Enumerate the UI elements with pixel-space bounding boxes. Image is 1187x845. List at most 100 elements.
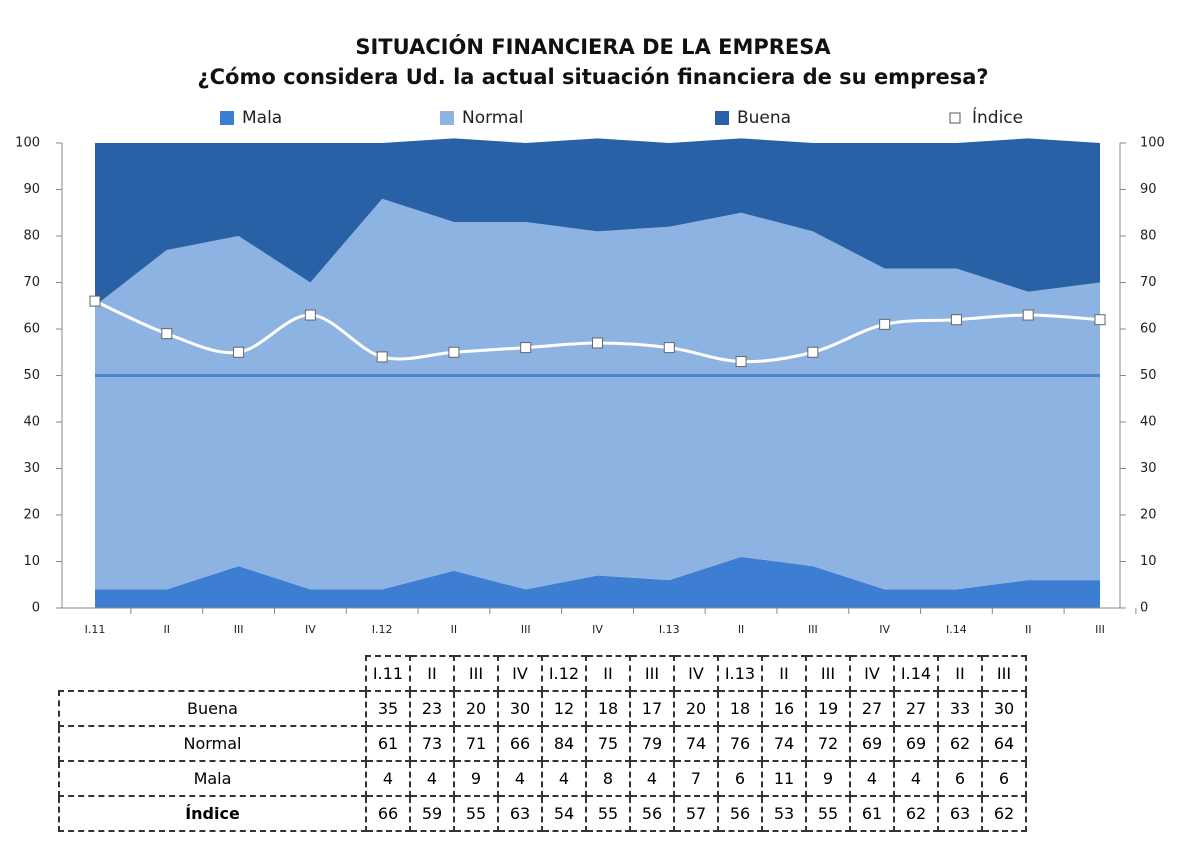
index-marker <box>304 309 316 321</box>
table-cell: 8 <box>585 760 631 797</box>
table-header-cell: III <box>453 655 499 692</box>
table-cell: 4 <box>365 760 411 797</box>
legend-swatch <box>715 111 729 125</box>
table-cell: 69 <box>893 725 939 762</box>
table-cell: 9 <box>805 760 851 797</box>
table-cell: 54 <box>541 795 587 832</box>
index-marker <box>735 356 747 368</box>
index-marker <box>520 342 532 354</box>
table-cell: 18 <box>717 690 763 727</box>
y2-tick-label: 70 <box>1140 275 1157 290</box>
table-cell: 53 <box>761 795 807 832</box>
y2-tick-label: 30 <box>1140 461 1157 476</box>
table-cell: 6 <box>981 760 1027 797</box>
legend-label: Buena <box>737 108 791 128</box>
table-cell: 74 <box>761 725 807 762</box>
table-row: Mala 4 4 9 4 4 8 4 7 6 11 9 4 4 6 6 <box>58 760 1027 797</box>
table-header-cell: I.14 <box>893 655 939 692</box>
table-header-cell: IV <box>497 655 543 692</box>
table-header-cell: II <box>761 655 807 692</box>
x-tick-label: I.11 <box>85 623 106 636</box>
chart-title-block: SITUACIÓN FINANCIERA DE LA EMPRESA ¿Cómo… <box>183 32 1003 92</box>
index-marker <box>89 295 101 307</box>
table-header-cell: IV <box>673 655 719 692</box>
table-cell: 61 <box>849 795 895 832</box>
table-cell: 84 <box>541 725 587 762</box>
table-cell: 6 <box>717 760 763 797</box>
y2-tick-label: 80 <box>1140 229 1157 244</box>
table-cell: 73 <box>409 725 455 762</box>
table-row-label: Normal <box>58 725 367 762</box>
table-cell: 6 <box>937 760 983 797</box>
table-header-cell: I.11 <box>365 655 411 692</box>
y-tick-label: 80 <box>23 229 40 244</box>
table-cell: 75 <box>585 725 631 762</box>
chart-subtitle: ¿Cómo considera Ud. la actual situación … <box>197 65 989 89</box>
table-row: Normal 61 73 71 66 84 75 79 74 76 74 72 69 69 62 64 <box>58 725 1027 762</box>
table-header-cell: II <box>585 655 631 692</box>
table-cell: 79 <box>629 725 675 762</box>
y-tick-label: 40 <box>23 415 40 430</box>
table-cell: 18 <box>585 690 631 727</box>
legend-label: Índice <box>972 106 1023 128</box>
table-cell: 27 <box>893 690 939 727</box>
x-tick-label: IV <box>592 623 603 636</box>
index-marker <box>663 342 675 354</box>
index-marker <box>1022 309 1034 321</box>
y-tick-label: 0 <box>32 601 40 616</box>
table-header-cell: IV <box>849 655 895 692</box>
y-tick-label: 70 <box>23 275 40 290</box>
table-header-row: I.11 II III IV I.12 II III IV I.13 II III IV I.14 II I… <box>59 655 1027 692</box>
x-tick-label: II <box>1025 623 1032 636</box>
table-cell: 16 <box>761 690 807 727</box>
table-cell: 4 <box>849 760 895 797</box>
table-cell: 63 <box>937 795 983 832</box>
area <box>95 556 1100 608</box>
y2-tick-label: 60 <box>1140 322 1157 337</box>
x-tick-label: II <box>738 623 745 636</box>
table-cell: 69 <box>849 725 895 762</box>
legend-swatch <box>949 112 961 124</box>
y-tick-label: 50 <box>23 368 40 383</box>
table-cell: 64 <box>981 725 1027 762</box>
table-cell: 72 <box>805 725 851 762</box>
table-header-cell: II <box>409 655 455 692</box>
table-cell: 11 <box>761 760 807 797</box>
table-cell: 62 <box>937 725 983 762</box>
table-row: Buena 35 23 20 30 12 18 17 20 18 16 19 27 27 33 30 <box>58 690 1027 727</box>
x-tick-label: I.12 <box>372 623 393 636</box>
table-cell: 66 <box>497 725 543 762</box>
table-header-cell: III <box>629 655 675 692</box>
table-cell: 71 <box>453 725 499 762</box>
table-cell: 55 <box>453 795 499 832</box>
area <box>95 198 1100 590</box>
index-marker <box>807 346 819 358</box>
x-tick-label: III <box>1095 623 1105 636</box>
index-marker <box>879 318 891 330</box>
table-cell: 4 <box>409 760 455 797</box>
y2-tick-label: 10 <box>1140 554 1157 569</box>
table-cell: 7 <box>673 760 719 797</box>
table-row-label: Mala <box>58 760 367 797</box>
table-cell: 30 <box>981 690 1027 727</box>
table-cell: 4 <box>497 760 543 797</box>
legend-swatch <box>440 111 454 125</box>
y-tick-label: 10 <box>23 554 40 569</box>
table-cell: 63 <box>497 795 543 832</box>
x-tick-label: I.14 <box>946 623 967 636</box>
table-cell: 62 <box>893 795 939 832</box>
y2-tick-label: 100 <box>1140 136 1165 151</box>
chart: 0 10 20 30 40 50 60 70 80 90 100 0 10 20 30 40 50 60 70 80 9… <box>15 106 1165 636</box>
legend-swatch <box>220 111 234 125</box>
y-tick-label: 90 <box>23 182 40 197</box>
table-row: Índice 66 59 55 63 54 55 56 57 56 53 55 61 62 63 62 <box>58 795 1027 832</box>
table-cell: 59 <box>409 795 455 832</box>
x-tick-label: IV <box>305 623 316 636</box>
table-cell: 61 <box>365 725 411 762</box>
index-marker <box>592 337 603 349</box>
table-cell: 9 <box>453 760 499 797</box>
table-cell: 74 <box>673 725 719 762</box>
table-header-cell: III <box>981 655 1027 692</box>
x-tick-label: IV <box>879 623 890 636</box>
